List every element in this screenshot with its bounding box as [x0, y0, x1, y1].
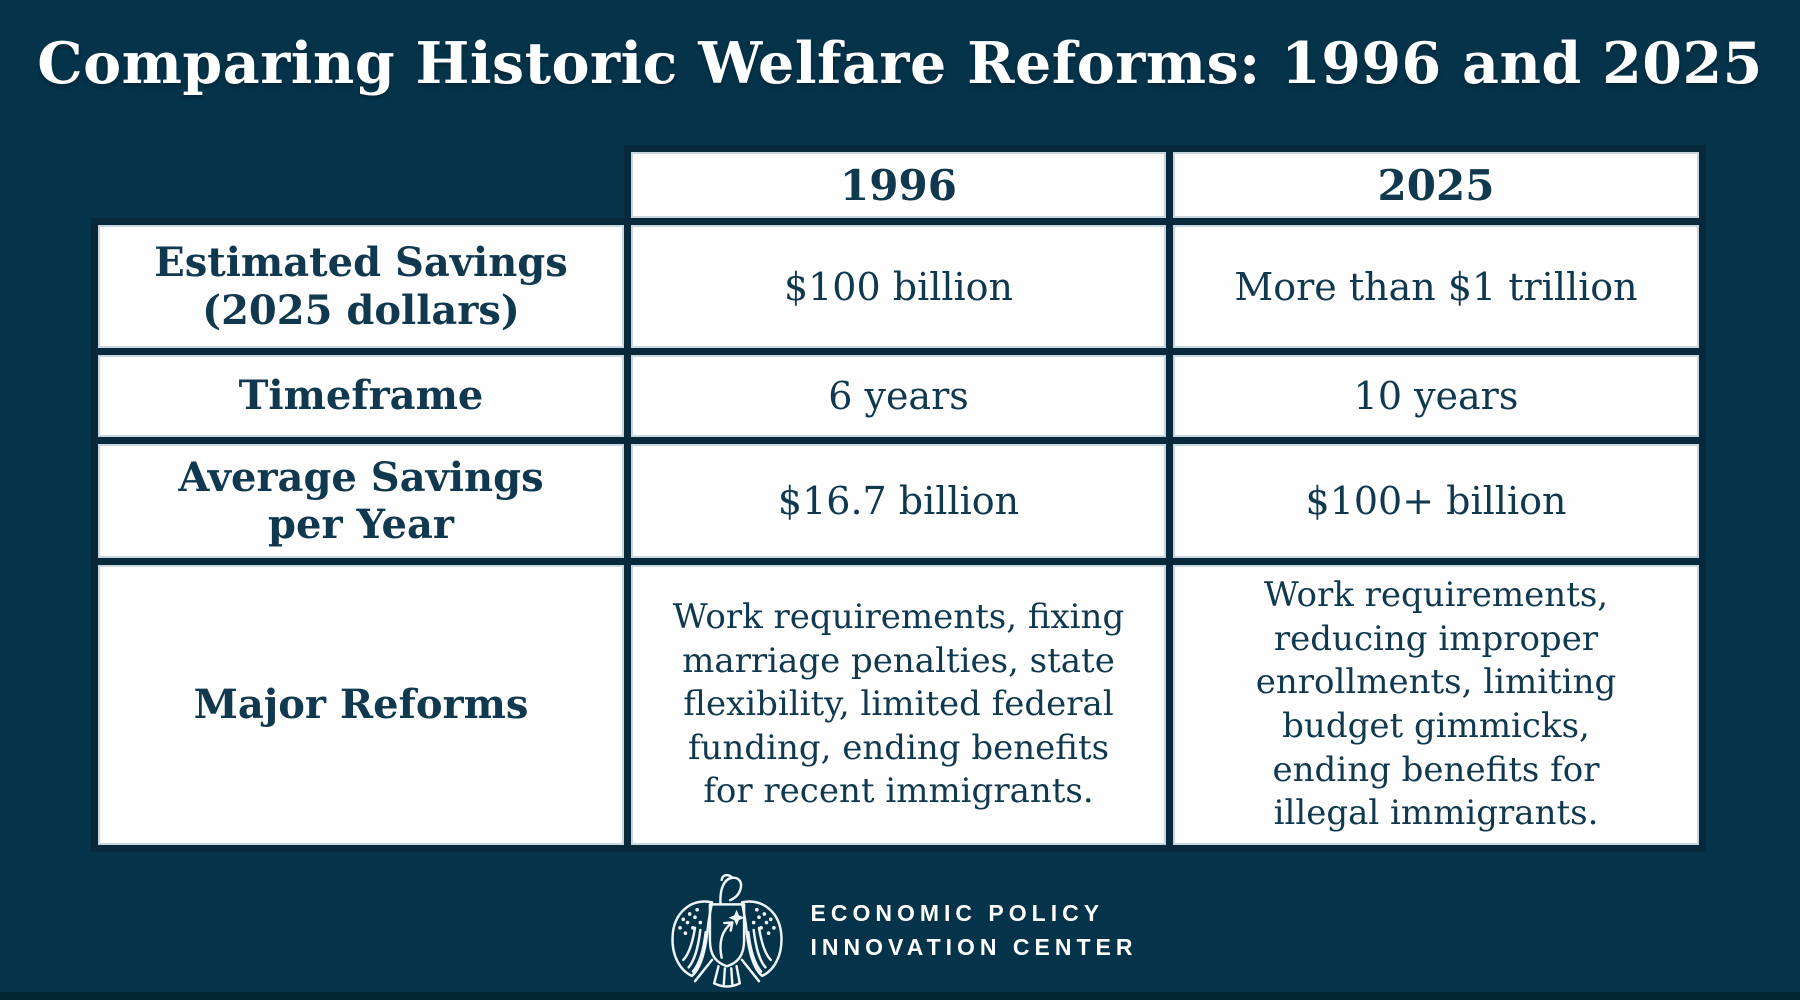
org-name: ECONOMIC POLICY INNOVATION CENTER	[811, 896, 1138, 965]
row-label-line1: Average Savings	[178, 453, 544, 501]
column-header-1996: 1996	[624, 145, 1173, 225]
table-header-spacer	[98, 152, 624, 218]
page-title: Comparing Historic Welfare Reforms: 1996…	[37, 30, 1763, 97]
row-label-estimated-savings: Estimated Savings (2025 dollars)	[91, 218, 631, 355]
row-label-average-savings: Average Savings per Year	[91, 437, 631, 565]
cell-timeframe-1996: 6 years	[624, 348, 1173, 444]
row-label-major-reforms: Major Reforms	[91, 558, 631, 852]
cell-timeframe-2025: 10 years	[1166, 348, 1706, 444]
row-label-line1: Estimated Savings	[154, 239, 568, 287]
row-label-line2: per Year	[268, 501, 454, 548]
row-label-line1: Major Reforms	[193, 681, 529, 729]
cell-major-reforms-1996: Work requirements, fixing marriage penal…	[624, 558, 1173, 852]
comparison-table: 1996 2025 Estimated Savings (2025 dollar…	[91, 145, 1706, 852]
row-label-line2: (2025 dollars)	[202, 286, 520, 334]
row-label-timeframe: Timeframe	[91, 348, 631, 444]
cell-major-reforms-2025: Work requirements, reducing improper enr…	[1166, 558, 1706, 852]
cell-average-savings-2025: $100+ billion	[1166, 437, 1706, 565]
bottom-accent-strip	[0, 992, 1800, 1000]
cell-average-savings-1996: $16.7 billion	[624, 437, 1173, 565]
epic-eagle-logo-icon	[670, 873, 783, 988]
footer-brand: ECONOMIC POLICY INNOVATION CENTER	[0, 866, 1800, 994]
cell-estimated-savings-2025: More than $1 trillion	[1166, 218, 1706, 355]
row-label-line1: Timeframe	[238, 372, 484, 420]
org-name-line1: ECONOMIC POLICY	[810, 899, 1105, 926]
column-header-2025: 2025	[1166, 145, 1706, 225]
cell-estimated-savings-1996: $100 billion	[624, 218, 1173, 355]
org-name-line2: INNOVATION CENTER	[810, 934, 1138, 960]
